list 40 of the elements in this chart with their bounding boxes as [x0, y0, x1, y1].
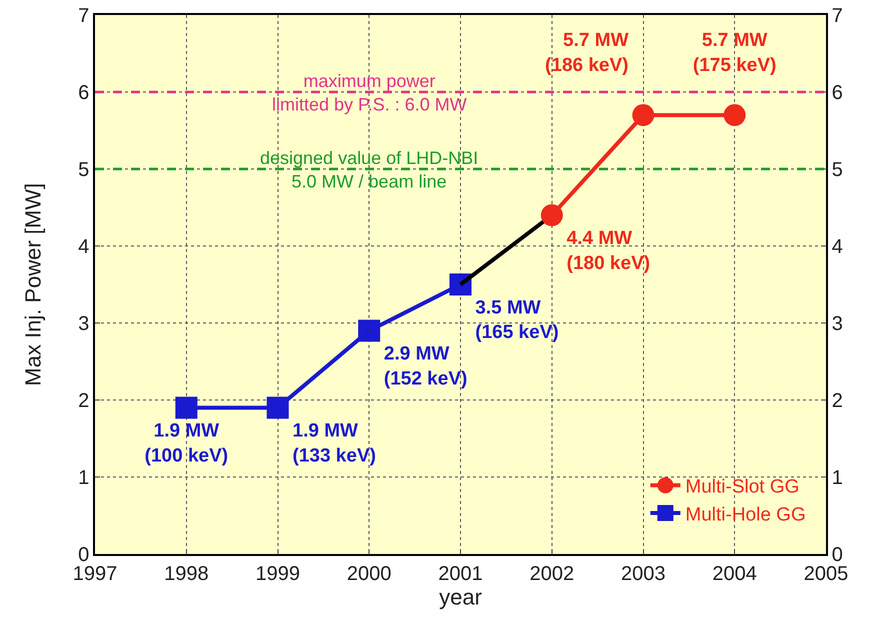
- x-tick-label: 2001: [438, 562, 483, 585]
- y-tick-label: 5: [78, 159, 90, 181]
- x-tick-label: 1999: [256, 562, 300, 585]
- point: [266, 396, 289, 419]
- point: [724, 104, 746, 126]
- data-label: 3.5 MW (165 keV): [475, 298, 559, 344]
- y-tick-label: 1: [78, 467, 90, 489]
- legend-label: Multi-Hole GG: [685, 504, 806, 526]
- y2-tick-label: 3: [832, 313, 843, 335]
- y-tick-label: 2: [78, 390, 90, 412]
- y-tick-label: 4: [78, 236, 90, 258]
- data-label: 1.9 MW (133 keV): [292, 420, 376, 466]
- x-tick-label: 1998: [164, 562, 209, 585]
- y2-tick-label: 2: [832, 390, 843, 412]
- data-label: 1.9 MW (100 keV): [144, 420, 228, 466]
- x-axis-title: year: [439, 584, 482, 610]
- x-tick-label: 2004: [712, 562, 757, 585]
- ref-line-label: maximum power limitted by P.S. : 6.0 MW: [272, 71, 467, 114]
- y-tick-label: 6: [78, 82, 90, 104]
- y2-tick-label: 5: [832, 159, 843, 181]
- y2-tick-label: 7: [832, 5, 843, 27]
- x-tick-label: 2002: [530, 562, 574, 585]
- y-tick-label: 3: [78, 313, 90, 335]
- data-label: 5.7 MW (186 keV): [545, 30, 629, 76]
- point: [358, 320, 380, 342]
- point: [632, 104, 654, 126]
- y2-tick-label: 6: [832, 82, 843, 104]
- x-tick-label: 2000: [346, 562, 392, 585]
- data-label: 4.4 MW (180 keV): [566, 228, 650, 274]
- ref-line-label: designed value of LHD-NBI 5.0 MW / beam line: [260, 148, 478, 192]
- data-label: 2.9 MW (152 keV): [384, 344, 468, 390]
- point: [540, 204, 563, 226]
- y2-tick-label: 1: [832, 467, 843, 489]
- y-axis-title: Max Inj. Power [MW]: [20, 183, 46, 386]
- legend-label: Multi-Slot GG: [685, 476, 800, 498]
- data-label: 5.7 MW (175 keV): [692, 30, 776, 76]
- x-tick-label: 2003: [621, 562, 666, 585]
- y-tick-label: 7: [78, 5, 90, 27]
- y2-tick-label: 4: [832, 236, 843, 258]
- point: [175, 396, 198, 419]
